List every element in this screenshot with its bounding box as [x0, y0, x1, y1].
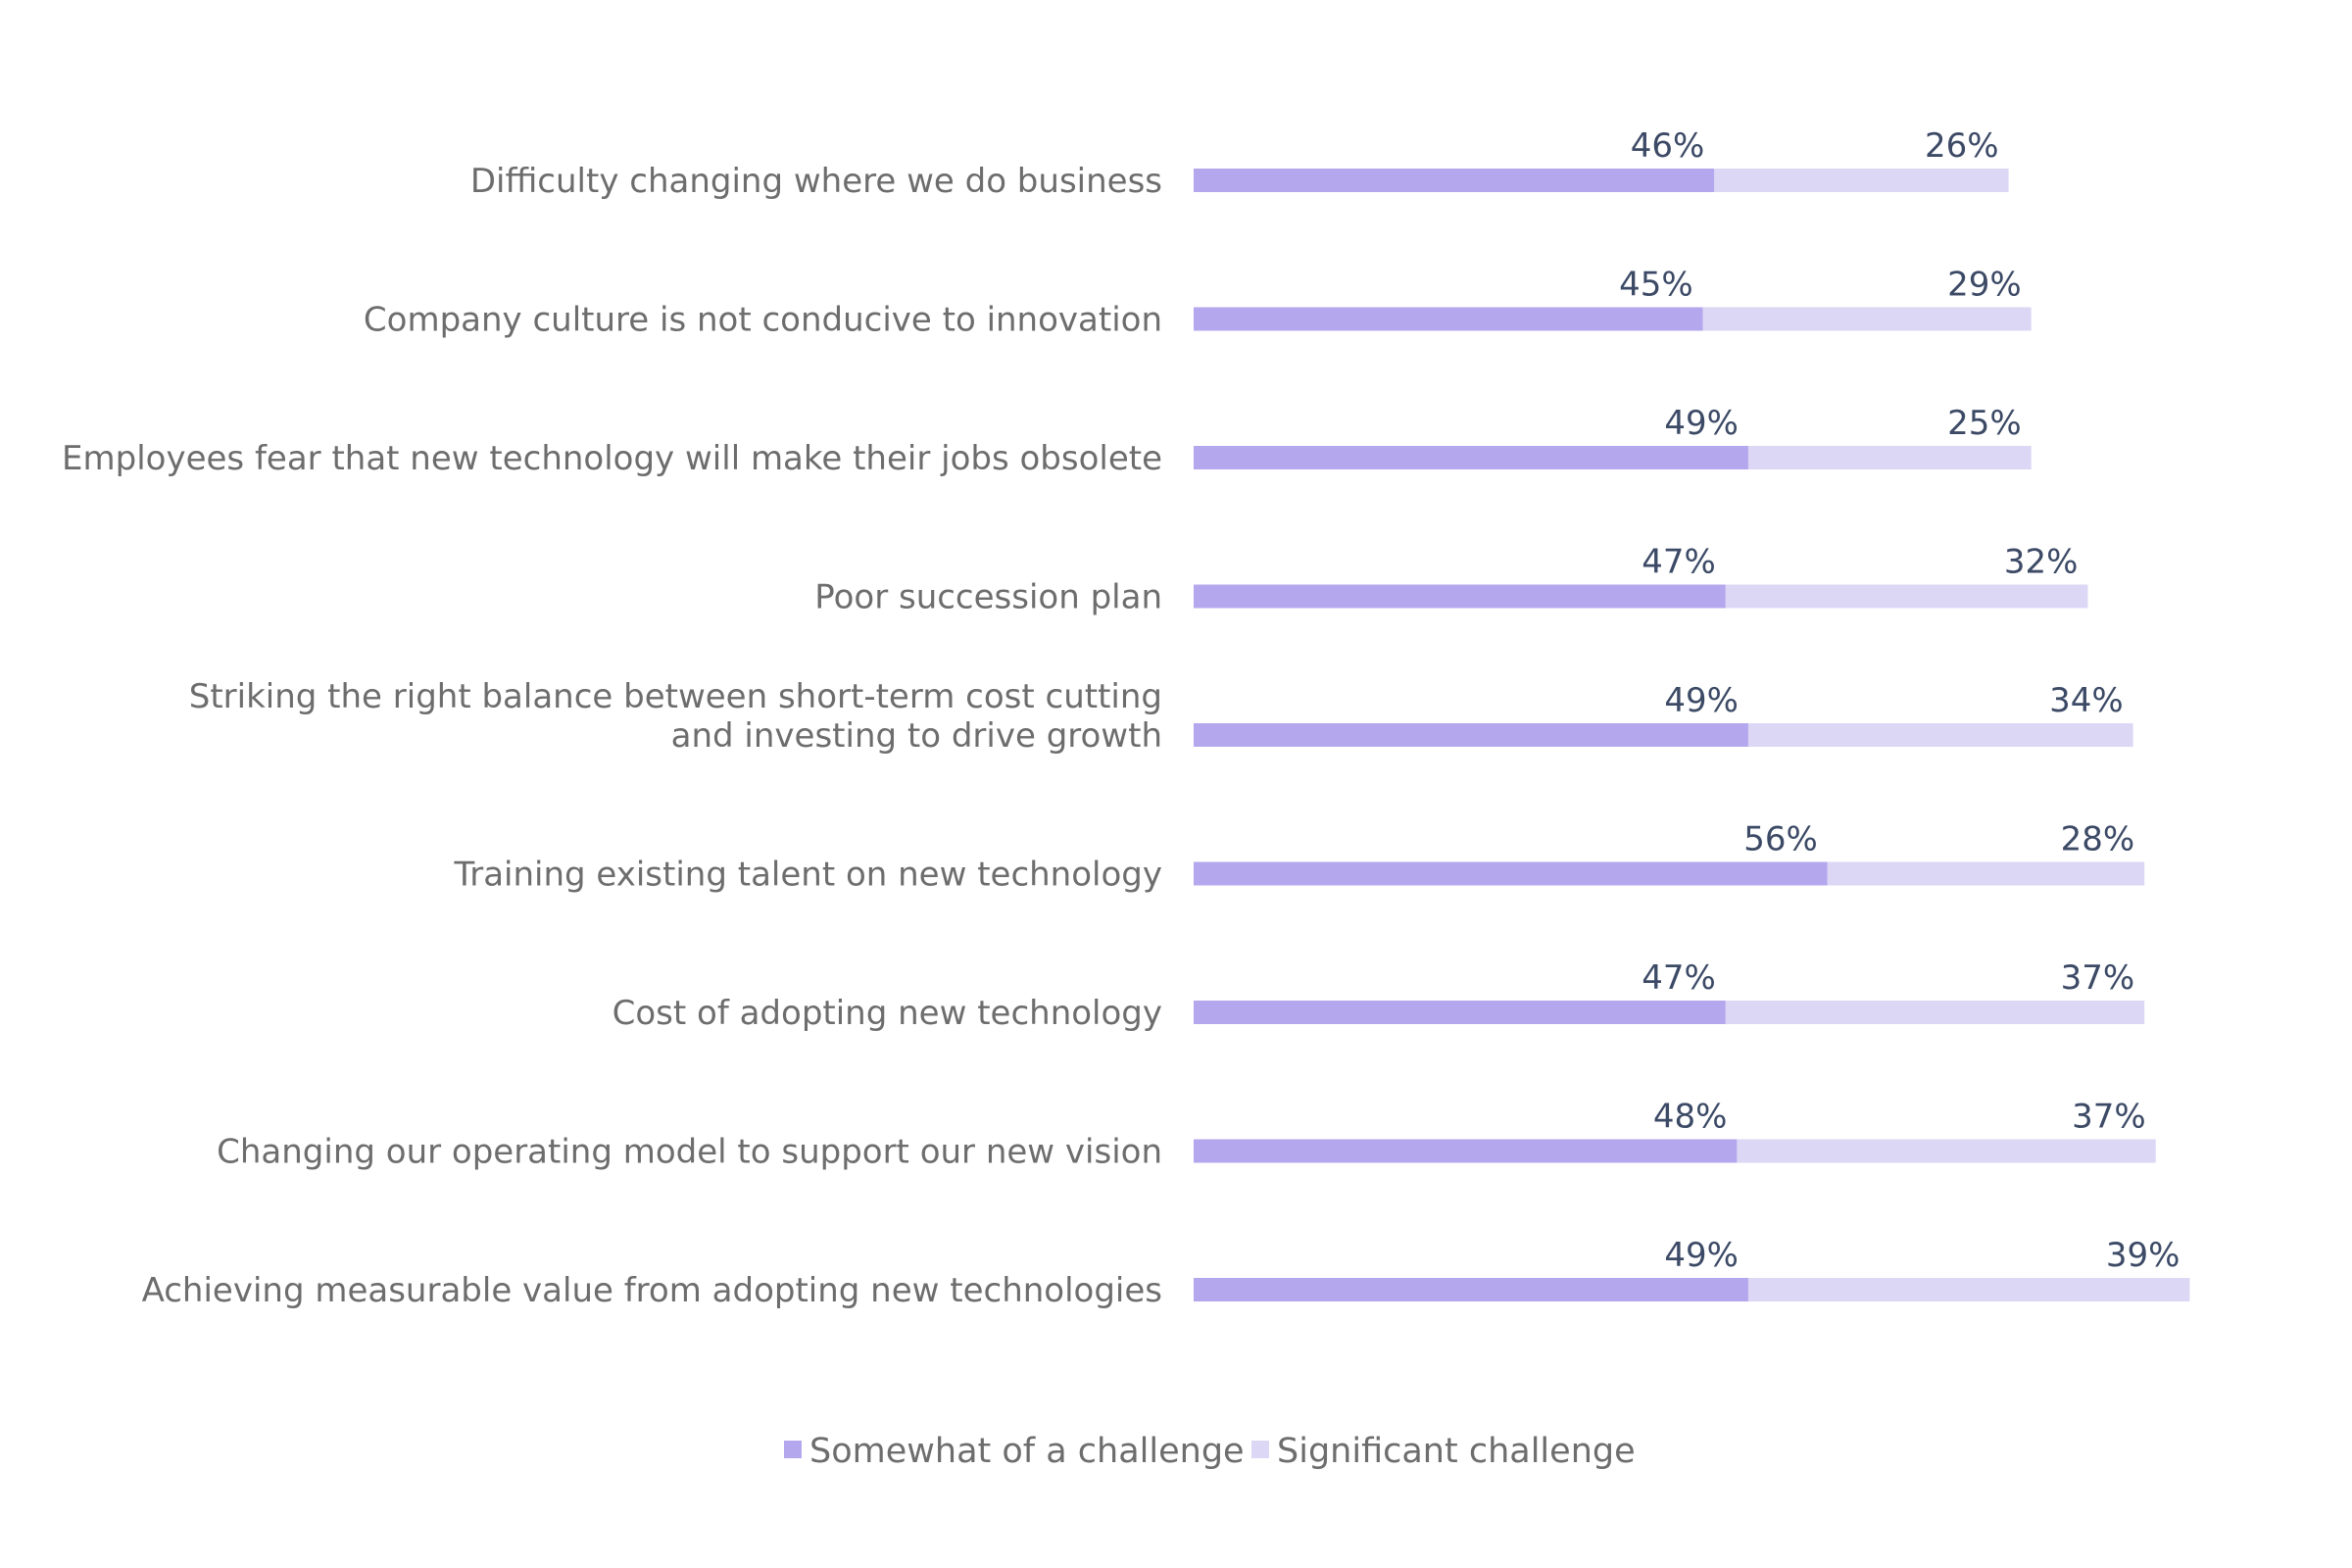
- bar-significant-8: [1747, 1278, 2190, 1301]
- bar-significant-4: [1747, 723, 2133, 747]
- bar-somewhat-8: [1194, 1278, 1748, 1301]
- category-label-8: Achieving measurable value from adopting…: [142, 1271, 1162, 1310]
- value-label-significant-2: 25%: [1947, 404, 2022, 443]
- value-label-somewhat-3: 47%: [1642, 543, 1716, 582]
- bar-somewhat-2: [1194, 446, 1748, 469]
- value-label-somewhat-4: 49%: [1664, 681, 1739, 720]
- bar-somewhat-5: [1194, 861, 1828, 886]
- bar-significant-0: [1714, 169, 2009, 192]
- category-label-5: Training existing talent on new technolo…: [453, 856, 1162, 895]
- bar-significant-1: [1702, 307, 2032, 331]
- bar-somewhat-7: [1194, 1139, 1738, 1163]
- legend-label-somewhat: Somewhat of a challenge: [809, 1432, 1245, 1471]
- value-label-significant-5: 28%: [2061, 820, 2135, 859]
- category-label-3: Poor succession plan: [814, 578, 1162, 617]
- value-label-significant-6: 37%: [2061, 958, 2135, 998]
- value-label-somewhat-2: 49%: [1664, 404, 1739, 443]
- value-label-somewhat-6: 47%: [1642, 958, 1716, 998]
- bar-somewhat-4: [1194, 723, 1748, 747]
- value-label-somewhat-1: 45%: [1619, 266, 1693, 305]
- value-labels: 46% 26% 45% 29% 49% 25% 47% 32% 49% 34% 56% 28% 47% 3…: [1619, 126, 2180, 1275]
- bar-significant-5: [1827, 861, 2145, 886]
- value-label-significant-8: 39%: [2106, 1236, 2180, 1275]
- value-label-somewhat-8: 49%: [1664, 1236, 1739, 1275]
- category-label-4-line-0: Striking the right balance between short…: [189, 677, 1162, 716]
- bar-significant-2: [1747, 446, 2032, 469]
- bar-somewhat-0: [1194, 169, 1715, 192]
- bar-significant-6: [1725, 1001, 2145, 1024]
- category-labels: Difficulty changing where we do business…: [62, 162, 1162, 1310]
- category-label-7: Changing our operating model to support …: [217, 1133, 1162, 1172]
- value-label-significant-0: 26%: [1925, 126, 1999, 166]
- bar-significant-7: [1737, 1139, 2156, 1163]
- value-label-significant-1: 29%: [1947, 266, 2022, 305]
- category-label-4-line-1: and investing to drive growth: [671, 716, 1162, 756]
- value-label-significant-3: 32%: [2004, 543, 2079, 582]
- value-label-somewhat-7: 48%: [1653, 1098, 1728, 1137]
- category-label-6: Cost of adopting new technology: [612, 994, 1162, 1033]
- bar-somewhat-6: [1194, 1001, 1726, 1024]
- bars-group: [1194, 169, 2190, 1301]
- value-label-significant-7: 37%: [2072, 1098, 2146, 1137]
- bar-somewhat-3: [1194, 584, 1726, 609]
- legend-swatch-somewhat: [784, 1441, 802, 1458]
- bar-significant-3: [1725, 584, 2088, 609]
- bar-somewhat-1: [1194, 307, 1703, 331]
- legend: Somewhat of a challenge Significant chall…: [784, 1432, 1636, 1471]
- value-label-somewhat-0: 46%: [1631, 126, 1705, 166]
- value-label-significant-4: 34%: [2049, 681, 2124, 720]
- category-label-2: Employees fear that new technology will …: [62, 439, 1162, 478]
- category-label-0: Difficulty changing where we do business: [470, 162, 1162, 201]
- legend-swatch-significant: [1251, 1441, 1269, 1458]
- category-label-1: Company culture is not conducive to inno…: [364, 301, 1162, 340]
- legend-label-significant: Significant challenge: [1277, 1432, 1636, 1471]
- value-label-somewhat-5: 56%: [1743, 820, 1818, 859]
